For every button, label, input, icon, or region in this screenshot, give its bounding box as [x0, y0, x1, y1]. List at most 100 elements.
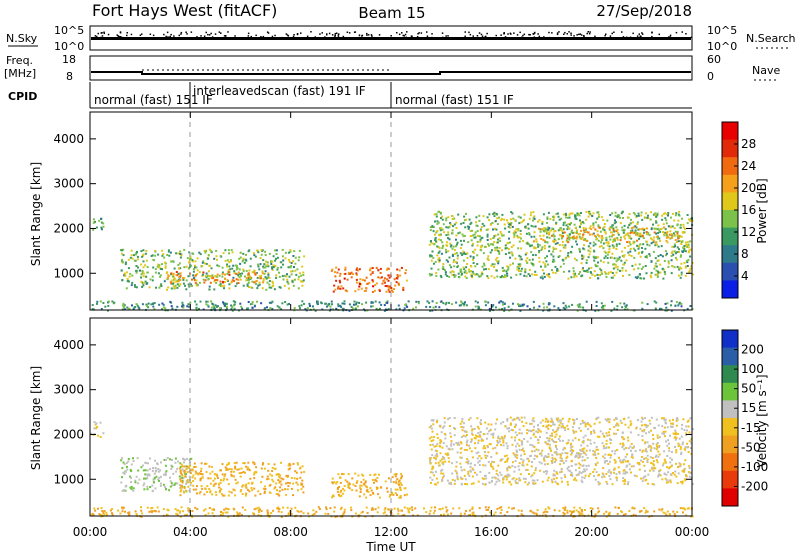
data-cell-2: [222, 479, 225, 482]
data-cell-4: [691, 483, 694, 485]
data-cell-5: [430, 506, 433, 509]
data-cell-4: [623, 254, 626, 257]
data-cell-2: [277, 473, 280, 476]
data-cell-4: [652, 241, 655, 244]
data-cell-2: [191, 476, 194, 479]
data-cell-1: [179, 253, 182, 255]
data-cell-4: [525, 232, 528, 235]
data-cell-4: [432, 226, 435, 229]
data-cell-4: [616, 257, 619, 260]
data-cell-4: [596, 435, 599, 438]
data-cell-4: [648, 431, 651, 434]
data-cell-3: [392, 493, 395, 496]
data-cell-4: [521, 442, 524, 445]
data-cell-5: [543, 227, 546, 230]
data-cell-4: [609, 214, 612, 216]
data-cell-1: [133, 254, 135, 257]
data-cell-4: [600, 269, 603, 272]
data-cell-4: [460, 456, 463, 459]
data-cell-4: [453, 259, 455, 262]
data-cell-4: [599, 230, 602, 233]
data-cell-4: [603, 257, 606, 260]
data-cell-5: [653, 236, 656, 239]
data-cell-6: [383, 309, 386, 312]
data-cell-4: [451, 448, 454, 451]
data-cell-4: [640, 214, 643, 217]
data-cell-5: [471, 513, 474, 516]
data-cell-5: [396, 507, 399, 510]
data-cell-4: [441, 228, 444, 231]
data-cell-4: [600, 216, 603, 219]
data-cell-4: [465, 272, 468, 275]
data-cell-4: [495, 480, 498, 483]
data-cell-5: [592, 226, 595, 229]
data-cell-4: [558, 419, 561, 422]
data-cell-6: [641, 307, 644, 310]
data-cell-4: [641, 449, 644, 452]
data-cell-1: [164, 266, 167, 269]
data-cell-2: [287, 485, 290, 488]
data-cell-1: [208, 288, 211, 291]
data-cell-2: [245, 492, 248, 495]
data-cell-4: [506, 272, 509, 275]
data-cell-1: [219, 285, 222, 287]
data-cell-3: [365, 496, 368, 499]
data-cell-5: [533, 240, 536, 243]
data-cell-0: [95, 427, 98, 430]
data-cell-4: [645, 426, 648, 429]
data-cell-4: [483, 445, 486, 447]
data-cell-4: [671, 265, 674, 268]
data-cell-1: [275, 249, 278, 252]
nsearch-point: [522, 34, 524, 37]
data-cell-5: [622, 513, 625, 516]
data-cell-4: [467, 472, 470, 475]
data-cell-4: [551, 454, 554, 457]
data-cell-4: [506, 242, 509, 245]
data-cell-4: [516, 450, 518, 453]
data-cell-2: [178, 276, 181, 278]
data-cell-4: [585, 465, 588, 468]
data-cell-4: [684, 479, 687, 482]
data-cell-4: [552, 258, 555, 261]
data-cell-6: [383, 304, 386, 307]
data-cell-5: [350, 506, 352, 509]
data-cell-6: [353, 300, 356, 303]
data-cell-4: [495, 269, 498, 272]
data-cell-4: [585, 261, 588, 264]
data-cell-2: [194, 477, 197, 480]
data-cell-4: [536, 243, 539, 246]
data-cell-1: [138, 478, 141, 481]
data-cell-4: [477, 480, 480, 483]
data-cell-4: [511, 212, 514, 215]
data-cell-6: [137, 306, 140, 309]
data-cell-3: [379, 486, 382, 489]
data-cell-1: [271, 260, 274, 263]
nsearch-point: [119, 32, 122, 34]
data-cell-4: [496, 246, 499, 249]
data-cell-1: [137, 469, 140, 472]
nsearch-point: [178, 34, 180, 37]
data-cell-5: [562, 235, 565, 238]
data-cell-4: [480, 226, 483, 228]
data-cell-1: [286, 278, 289, 281]
data-cell-4: [597, 211, 600, 214]
data-cell-1: [173, 483, 176, 486]
data-cell-1: [130, 476, 132, 479]
data-cell-4: [439, 239, 442, 242]
data-cell-4: [682, 230, 685, 233]
data-cell-4: [627, 426, 630, 429]
data-cell-4: [496, 260, 499, 263]
data-cell-4: [622, 438, 625, 441]
data-cell-4: [677, 442, 680, 445]
data-cell-4: [463, 219, 466, 222]
nsearch-point: [106, 37, 109, 39]
data-cell-4: [478, 460, 481, 462]
data-cell-4: [673, 436, 676, 439]
data-cell-2: [288, 463, 291, 465]
data-cell-2: [278, 476, 281, 479]
data-cell-4: [491, 263, 494, 266]
data-cell-4: [686, 261, 689, 264]
data-cell-4: [477, 441, 480, 444]
data-cell-4: [682, 469, 685, 472]
nsearch-point: [652, 37, 654, 39]
